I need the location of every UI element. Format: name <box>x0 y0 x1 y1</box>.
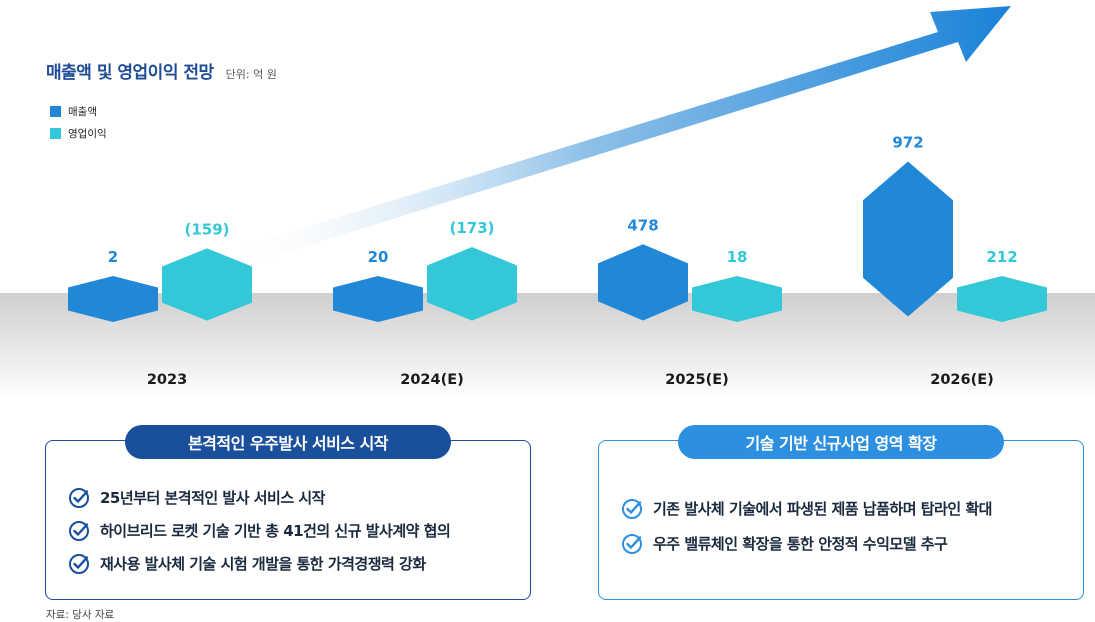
x-tick-label: 2025(E) <box>665 372 729 388</box>
list-item-text: 25년부터 본격적인 발사 서비스 시작 <box>100 489 325 507</box>
data-label: 18 <box>727 248 748 266</box>
card-list: 25년부터 본격적인 발사 서비스 시작 하이브리드 로켓 기술 기반 총 41… <box>68 481 451 580</box>
legend-item: 영업이익 <box>50 122 107 144</box>
card-title: 본격적인 우주발사 서비스 시작 <box>125 425 451 459</box>
list-item-text: 우주 밸류체인 확장을 통한 안정적 수익모델 추구 <box>653 535 948 553</box>
x-tick-label: 2026(E) <box>930 372 994 388</box>
operating-profit-bar <box>162 248 252 321</box>
legend-label-operating-profit: 영업이익 <box>68 127 107 140</box>
chart-title: 매출액 및 영업이익 전망 <box>46 63 214 83</box>
revenue-bar <box>863 161 953 317</box>
card-space-launch: 본격적인 우주발사 서비스 시작 25년부터 본격적인 발사 서비스 시작 하이… <box>45 425 531 600</box>
trend-arrow <box>232 6 1011 268</box>
check-circle-icon <box>622 533 642 554</box>
revenue-bar <box>598 244 688 321</box>
data-label: (159) <box>184 220 229 238</box>
list-item: 하이브리드 로켓 기술 기반 총 41건의 신규 발사계약 협의 <box>68 514 451 547</box>
data-label: 972 <box>892 134 923 152</box>
data-label: 20 <box>368 248 389 266</box>
list-item: 재사용 발사체 기술 시험 개발을 통한 가격경쟁력 강화 <box>68 547 450 580</box>
check-circle-icon <box>69 553 89 574</box>
card-new-business: 기술 기반 신규사업 영역 확장 기존 발사체 기술에서 파생된 제품 납품하며… <box>598 425 1084 600</box>
check-circle-icon <box>622 498 642 519</box>
legend: 매출액 영업이익 <box>50 100 107 144</box>
list-item-text: 하이브리드 로켓 기술 기반 총 41건의 신규 발사계약 협의 <box>100 522 451 540</box>
operating-profit-bar <box>427 247 517 321</box>
list-item: 우주 밸류체인 확장을 통한 안정적 수익모델 추구 <box>621 526 992 561</box>
legend-item: 매출액 <box>50 100 107 122</box>
legend-swatch-operating-profit <box>50 127 61 139</box>
data-label: 478 <box>627 216 658 234</box>
data-label: 212 <box>986 248 1017 266</box>
revenue-bar <box>68 276 158 322</box>
legend-label-revenue: 매출액 <box>68 105 97 118</box>
card-list: 기존 발사체 기술에서 파생된 제품 납품하며 탑라인 확대 우주 밸류체인 확… <box>621 491 992 561</box>
x-tick-label: 2024(E) <box>400 372 464 388</box>
list-item-text: 재사용 발사체 기술 시험 개발을 통한 가격경쟁력 강화 <box>100 555 426 573</box>
chart: 2 (159) 2023 20 (173) 2024(E) 478 18 2025(E) 972 2… <box>0 6 1095 400</box>
operating-profit-bar <box>692 276 782 322</box>
revenue-bar <box>333 276 423 322</box>
check-circle-icon <box>69 520 89 541</box>
operating-profit-bar <box>957 276 1047 322</box>
card-title: 기술 기반 신규사업 영역 확장 <box>678 425 1004 459</box>
source-note: 자료: 당사 자료 <box>46 609 115 621</box>
legend-swatch-revenue <box>50 105 61 117</box>
data-label: 2 <box>108 248 118 266</box>
x-tick-label: 2023 <box>147 372 187 388</box>
list-item: 기존 발사체 기술에서 파생된 제품 납품하며 탑라인 확대 <box>621 491 992 526</box>
list-item: 25년부터 본격적인 발사 서비스 시작 <box>68 481 450 514</box>
check-circle-icon <box>69 487 89 508</box>
unit-label: 단위: 억 원 <box>225 68 277 81</box>
data-label: (173) <box>449 219 494 237</box>
list-item-text: 기존 발사체 기술에서 파생된 제품 납품하며 탑라인 확대 <box>653 500 992 518</box>
chart-header: 매출액 및 영업이익 전망 단위: 억 원 <box>46 58 277 83</box>
